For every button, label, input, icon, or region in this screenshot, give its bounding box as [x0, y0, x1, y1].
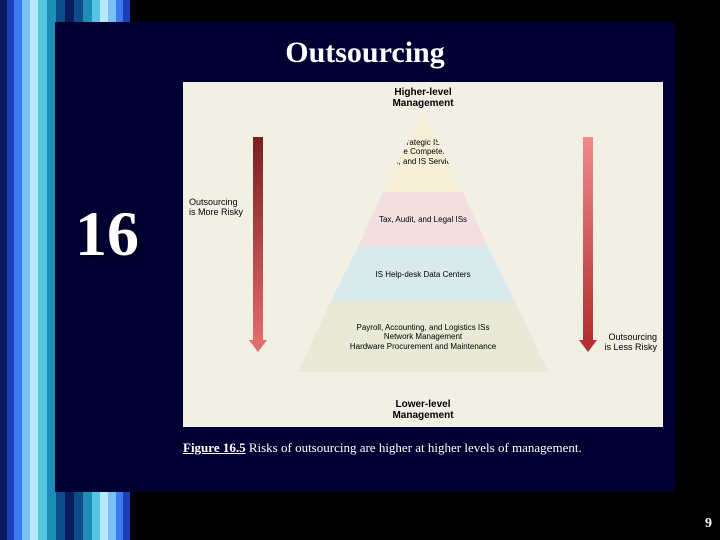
page-number: 9 [705, 516, 712, 532]
pyramid-diagram: Strategic ISs,Core CompetenceISs, and IS… [298, 112, 548, 372]
pyramid-layer: Strategic ISs,Core CompetenceISs, and IS… [298, 112, 548, 192]
stripe [38, 0, 47, 540]
figure-caption-label: Figure 16.5 [183, 440, 246, 455]
figure-caption: Figure 16.5 Risks of outsourcing are hig… [183, 440, 663, 457]
risk-arrow-left [253, 137, 263, 352]
pyramid-bottom-label: Lower-levelManagement [183, 399, 663, 421]
stripe [7, 0, 14, 540]
stripe [14, 0, 22, 540]
slide-area: Outsourcing Higher-levelManagement Outso… [55, 22, 675, 492]
figure-area: Higher-levelManagement Outsourcingis Mor… [183, 82, 663, 427]
chapter-number: 16 [75, 197, 139, 271]
pyramid-layer: IS Help-desk Data Centers [298, 247, 548, 302]
figure-caption-text: Risks of outsourcing are higher at highe… [246, 440, 582, 455]
stripe [30, 0, 39, 540]
right-risk-label: Outsourcingis Less Risky [597, 332, 657, 352]
stripe [0, 0, 7, 540]
pyramid-top-label: Higher-levelManagement [183, 87, 663, 109]
pyramid-layer: Payroll, Accounting, and Logistics ISsNe… [298, 302, 548, 372]
stripe [22, 0, 30, 540]
slide-title: Outsourcing [55, 36, 675, 70]
left-risk-label: Outsourcingis More Risky [189, 197, 249, 217]
risk-arrow-right [583, 137, 593, 352]
pyramid-layer: Tax, Audit, and Legal ISs [298, 192, 548, 247]
